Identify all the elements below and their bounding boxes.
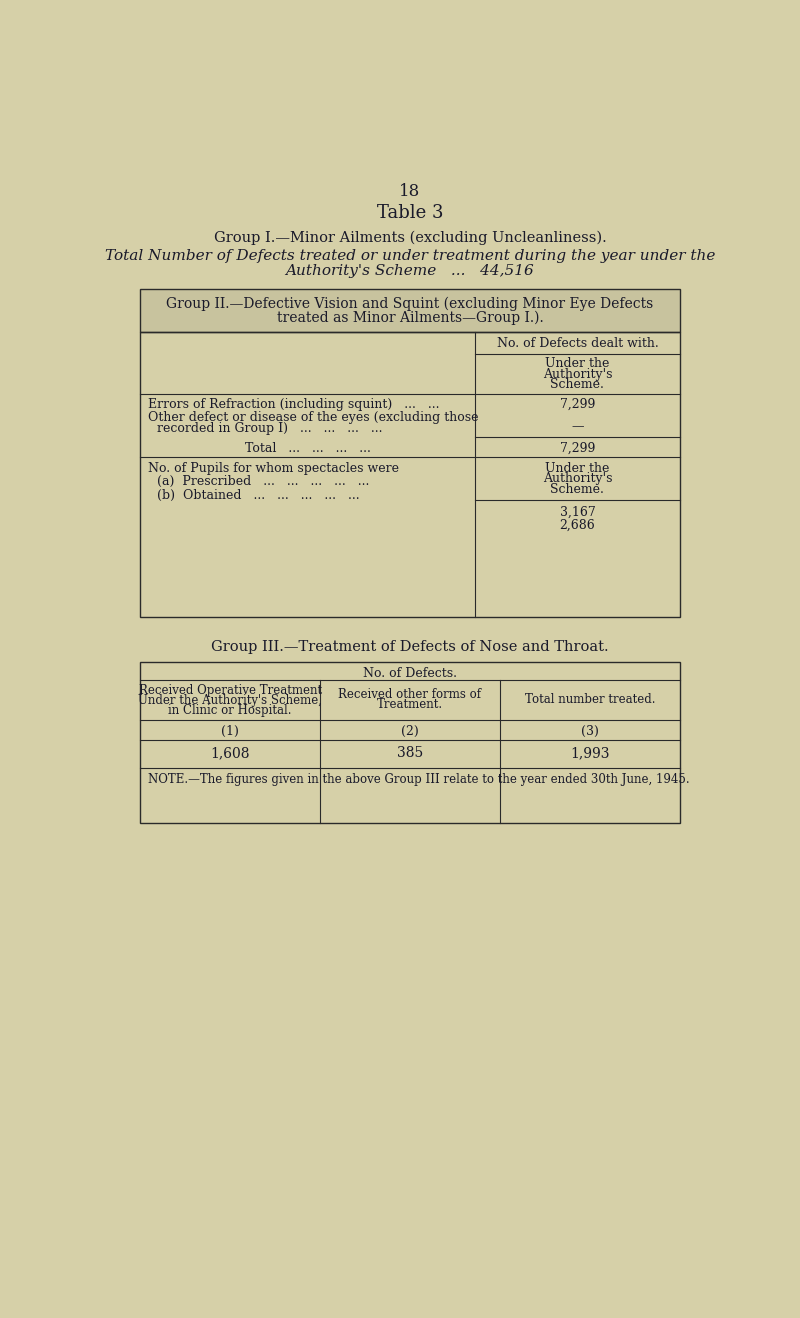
Text: Treatment.: Treatment.: [377, 699, 443, 710]
Text: Table 3: Table 3: [377, 204, 443, 223]
Text: No. of Pupils for whom spectacles were: No. of Pupils for whom spectacles were: [148, 461, 399, 474]
Text: 7,299: 7,299: [560, 398, 595, 411]
Text: Received Operative Treatment: Received Operative Treatment: [138, 684, 322, 697]
Text: Received other forms of: Received other forms of: [338, 688, 482, 701]
Text: Scheme.: Scheme.: [550, 378, 604, 391]
Text: Errors of Refraction (including squint)   ...   ...: Errors of Refraction (including squint) …: [148, 398, 439, 411]
Bar: [140, 662, 680, 824]
Text: treated as Minor Ailments—Group I.).: treated as Minor Ailments—Group I.).: [277, 311, 543, 326]
Text: Scheme.: Scheme.: [550, 484, 604, 496]
Text: Authority's: Authority's: [542, 368, 612, 381]
Text: 1,608: 1,608: [210, 746, 250, 760]
Text: 2,686: 2,686: [559, 518, 595, 531]
Text: recorded in Group I)   ...   ...   ...   ...: recorded in Group I) ... ... ... ...: [158, 422, 383, 435]
Text: No. of Defects dealt with.: No. of Defects dealt with.: [497, 337, 658, 349]
Text: (1): (1): [222, 725, 239, 738]
Text: Other defect or disease of the eyes (excluding those: Other defect or disease of the eyes (exc…: [148, 411, 478, 423]
Text: Under the Authority's Scheme,: Under the Authority's Scheme,: [138, 695, 322, 706]
Bar: [140, 332, 680, 617]
Text: Total   ...   ...   ...   ...: Total ... ... ... ...: [245, 442, 370, 455]
Text: (a)  Prescribed   ...   ...   ...   ...   ...: (a) Prescribed ... ... ... ... ...: [158, 476, 370, 489]
Text: 3,167: 3,167: [559, 506, 595, 519]
Text: NOTE.—The figures given in the above Group III relate to the year ended 30th Jun: NOTE.—The figures given in the above Gro…: [148, 774, 690, 787]
Text: (2): (2): [401, 725, 419, 738]
Bar: [140, 289, 680, 332]
Text: Group III.—Treatment of Defects of Nose and Throat.: Group III.—Treatment of Defects of Nose …: [211, 641, 609, 654]
Text: Authority's Scheme   ...   44,516: Authority's Scheme ... 44,516: [286, 265, 534, 278]
Text: Group II.—Defective Vision and Squint (excluding Minor Eye Defects: Group II.—Defective Vision and Squint (e…: [166, 297, 654, 311]
Text: Group I.—Minor Ailments (excluding Uncleanliness).: Group I.—Minor Ailments (excluding Uncle…: [214, 231, 606, 245]
Text: Total number treated.: Total number treated.: [525, 692, 655, 705]
Text: 18: 18: [399, 183, 421, 200]
Text: 385: 385: [397, 746, 423, 760]
Text: in Clinic or Hospital.: in Clinic or Hospital.: [169, 704, 292, 717]
Text: 7,299: 7,299: [560, 442, 595, 455]
Text: 1,993: 1,993: [570, 746, 610, 760]
Text: —: —: [571, 420, 584, 432]
Text: (3): (3): [581, 725, 598, 738]
Text: (b)  Obtained   ...   ...   ...   ...   ...: (b) Obtained ... ... ... ... ...: [158, 489, 360, 502]
Text: No. of Defects.: No. of Defects.: [363, 667, 457, 680]
Text: Authority's: Authority's: [542, 472, 612, 485]
Text: Total Number of Defects treated or under treatment during the year under the: Total Number of Defects treated or under…: [105, 249, 715, 264]
Text: Under the: Under the: [546, 357, 610, 370]
Text: Under the: Under the: [546, 461, 610, 474]
